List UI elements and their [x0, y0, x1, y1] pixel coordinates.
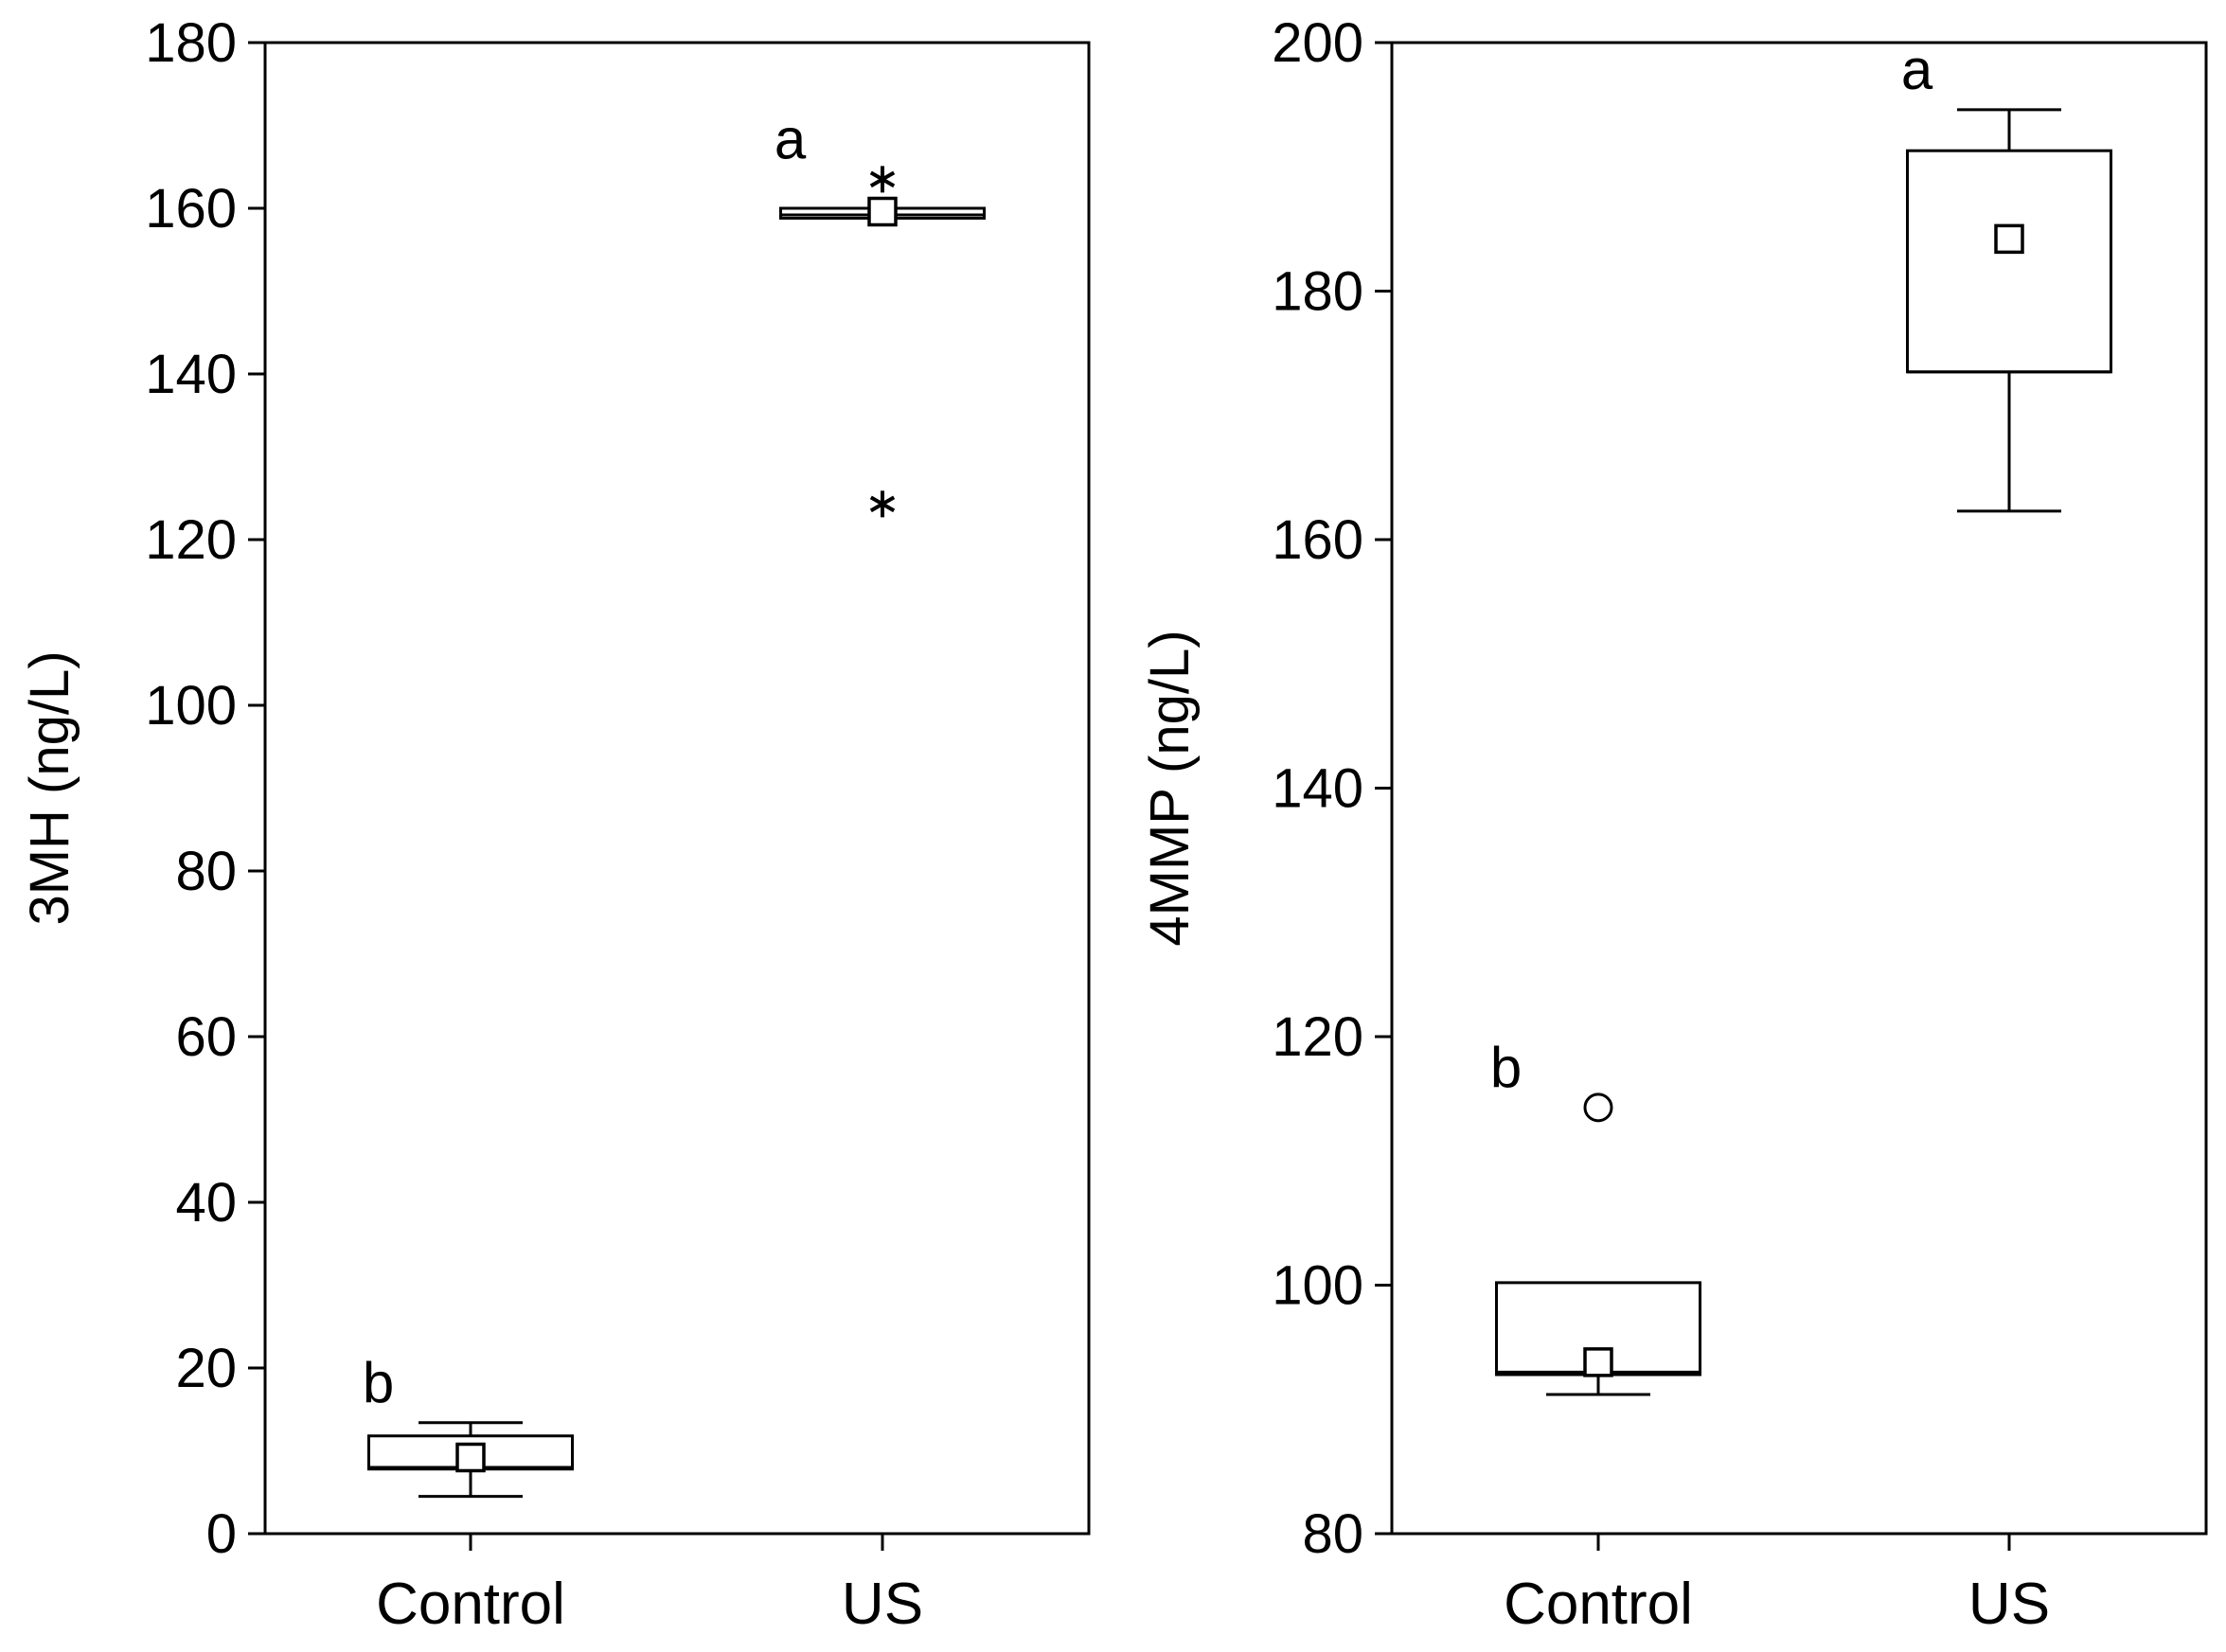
box-control: b	[1490, 1036, 1701, 1396]
y-tick-label: 100	[1272, 1255, 1363, 1317]
panel-4mmp: 80 100 120 140 160 180 200 4MMP (ng/L) Control US…	[1139, 12, 2208, 1637]
y-tick-label: 40	[175, 1172, 237, 1234]
x-tick-label: Control	[376, 1572, 565, 1637]
outlier-point	[869, 166, 896, 193]
x-tick-label: US	[1968, 1572, 2050, 1637]
box-us: a	[775, 107, 986, 518]
significance-letter: a	[1901, 38, 1933, 101]
plot-frame	[263, 41, 1091, 1536]
asterisk-stroke	[869, 170, 896, 188]
y-tick-label: 0	[206, 1503, 237, 1565]
y-tick-label: 140	[145, 344, 237, 405]
y-tick-label: 160	[145, 178, 237, 240]
mean-marker	[455, 1442, 486, 1473]
y-tick-label: 180	[1272, 261, 1363, 323]
y-axis-label: 4MMP (ng/L)	[1139, 630, 1201, 946]
y-tick-label: 20	[175, 1338, 237, 1399]
mean-marker	[1583, 1347, 1613, 1377]
y-tick-label: 80	[1302, 1503, 1363, 1565]
y-tick-label: 120	[145, 509, 237, 571]
significance-letter: b	[363, 1351, 394, 1414]
y-tick-label: 120	[1272, 1006, 1363, 1068]
asterisk-stroke	[869, 495, 896, 513]
outlier-point	[869, 490, 896, 518]
y-tick-label: 80	[175, 841, 237, 902]
y-tick-label: 180	[145, 12, 237, 74]
significance-letter: b	[1490, 1036, 1522, 1099]
y-axis-label: 3MH (ng/L)	[19, 650, 80, 925]
y-tick-label: 160	[1272, 509, 1363, 571]
significance-letter: a	[775, 107, 807, 170]
x-tick-label: US	[842, 1572, 923, 1637]
outlier-point	[1583, 1092, 1613, 1123]
mean-marker	[1994, 223, 2024, 255]
y-tick-label: 200	[1272, 12, 1363, 74]
panel-3mh: 0 20 40 60 80 100 120 140 160 180 3MH (ng/L) Contro…	[19, 12, 1091, 1637]
mean-marker	[867, 196, 898, 227]
box-control: b	[363, 1351, 574, 1499]
box-iqr	[1906, 149, 2112, 374]
y-tick-label: 140	[1272, 758, 1363, 820]
box-us: a	[1901, 38, 2112, 513]
y-tick-label: 60	[175, 1006, 237, 1068]
y-tick-label: 100	[145, 675, 237, 737]
x-tick-label: Control	[1504, 1572, 1693, 1637]
